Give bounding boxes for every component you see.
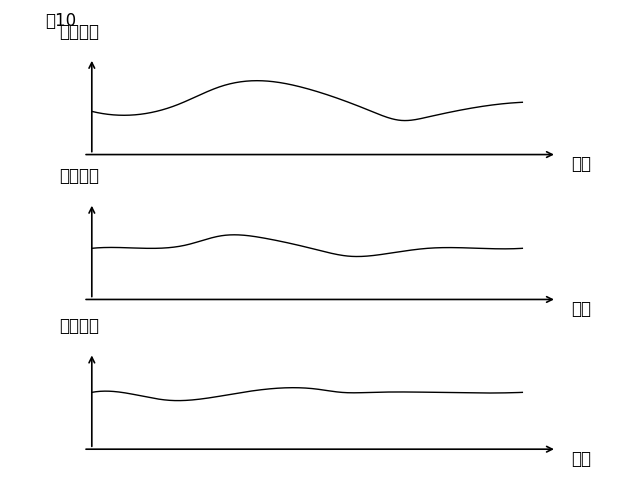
Text: 時間: 時間 [571, 450, 591, 468]
Text: 出側張力: 出側張力 [60, 168, 100, 185]
Text: 図10: 図10 [45, 12, 76, 30]
Text: 時間: 時間 [571, 155, 591, 173]
Text: 出側板厚: 出側板厚 [60, 23, 100, 41]
Text: 入側張力: 入側張力 [60, 317, 100, 335]
Text: 時間: 時間 [571, 300, 591, 318]
